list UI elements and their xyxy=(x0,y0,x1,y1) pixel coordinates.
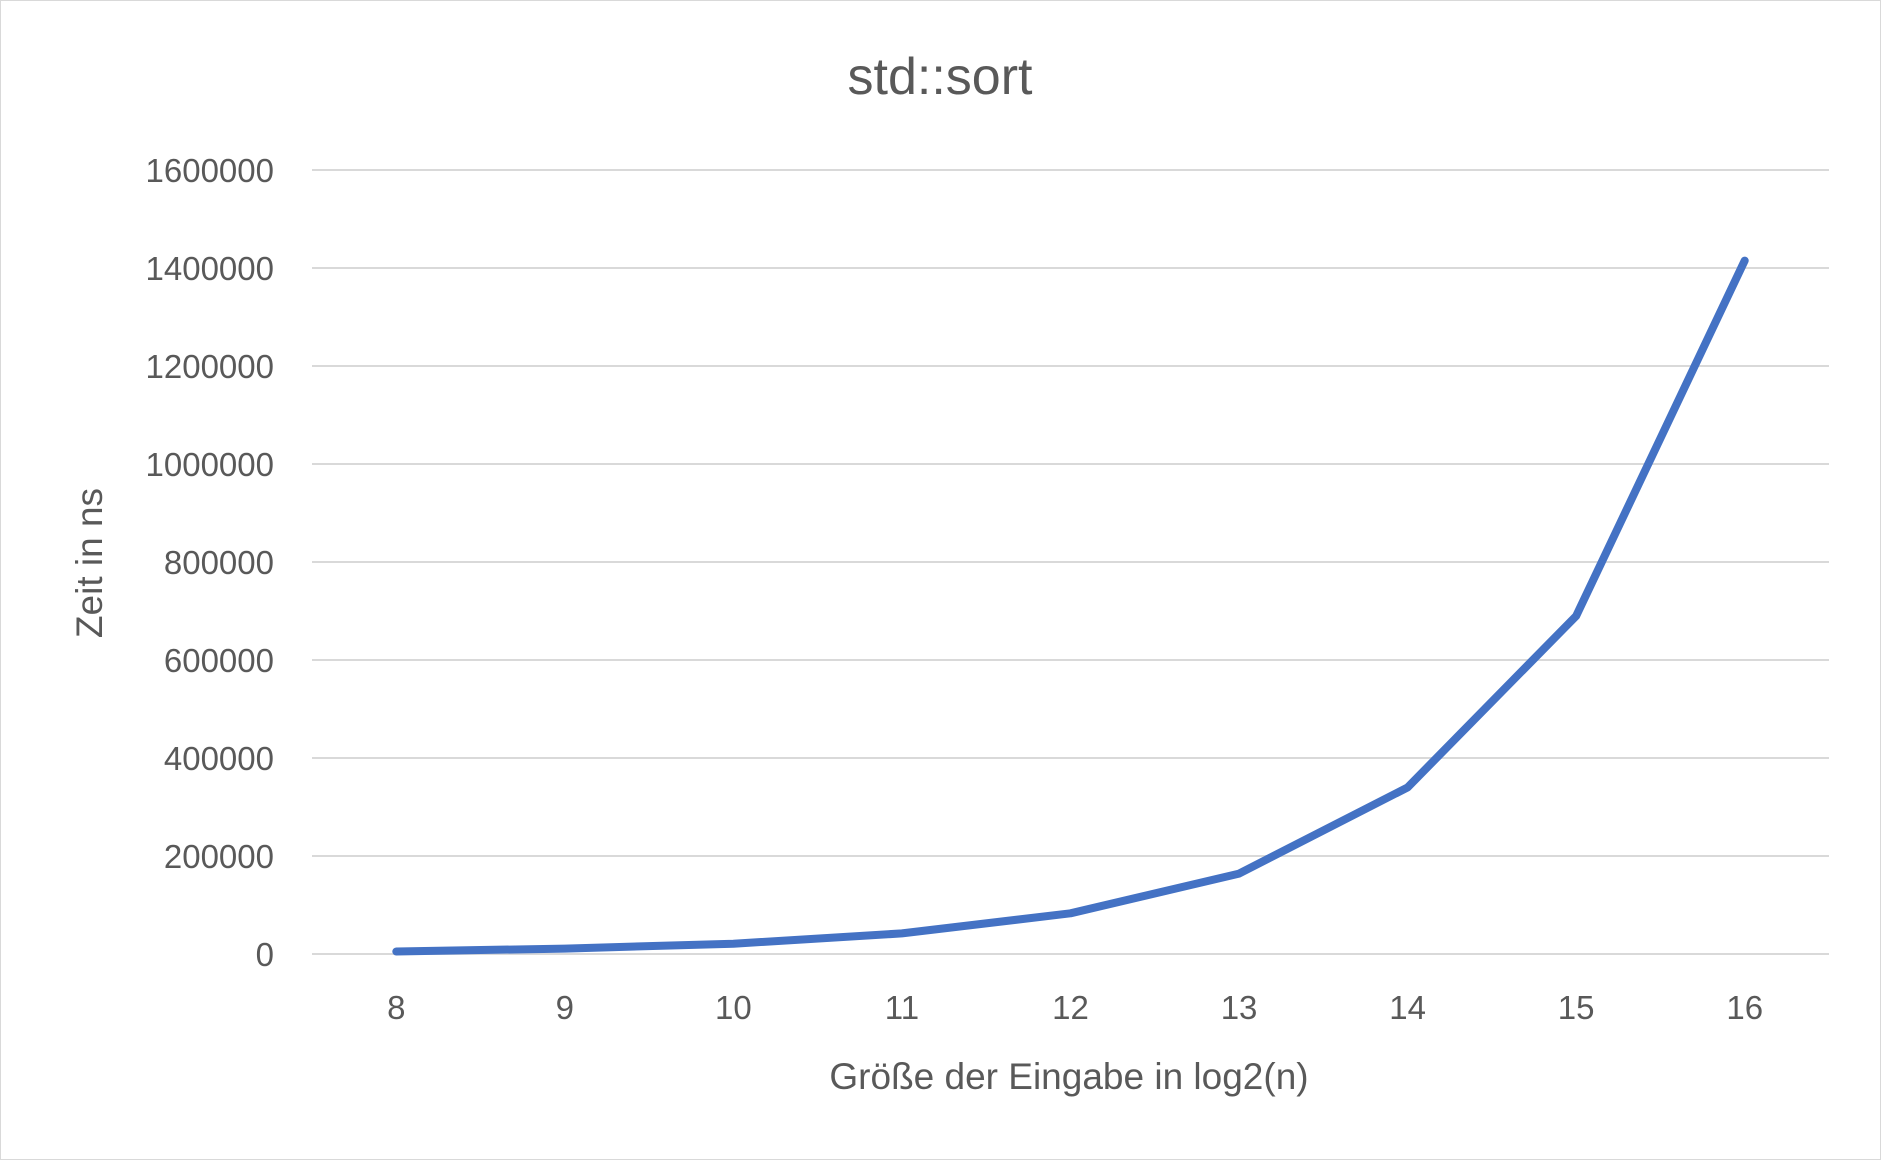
x-tick-label: 16 xyxy=(1726,989,1763,1026)
y-tick-label: 1000000 xyxy=(146,446,274,483)
x-axis-ticks: 8 9 10 11 12 13 14 15 16 xyxy=(387,989,1763,1026)
y-axis-ticks: 0 200000 400000 600000 800000 1000000 1200000 1… xyxy=(146,152,274,973)
chart-title: std::sort xyxy=(848,48,1033,106)
y-tick-label: 400000 xyxy=(164,740,274,777)
data-point xyxy=(396,951,397,952)
data-point xyxy=(1407,787,1408,788)
x-tick-label: 9 xyxy=(556,989,574,1026)
y-tick-label: 1400000 xyxy=(146,250,274,287)
x-tick-label: 11 xyxy=(885,989,919,1026)
x-tick-label: 12 xyxy=(1052,989,1089,1026)
y-tick-label: 800000 xyxy=(164,544,274,581)
x-tick-label: 15 xyxy=(1558,989,1595,1026)
x-tick-label: 8 xyxy=(387,989,405,1026)
y-axis-title: Zeit in ns xyxy=(69,488,110,638)
gridlines xyxy=(312,169,1829,955)
x-tick-label: 14 xyxy=(1389,989,1426,1026)
series-layer xyxy=(392,256,1749,956)
x-tick-label: 13 xyxy=(1221,989,1258,1026)
y-tick-label: 0 xyxy=(256,936,274,973)
data-point xyxy=(1744,260,1745,261)
x-tick-label: 10 xyxy=(715,989,752,1026)
y-tick-label: 1200000 xyxy=(146,348,274,385)
series-line xyxy=(392,256,1749,956)
data-point xyxy=(733,943,734,944)
y-tick-label: 200000 xyxy=(164,838,274,875)
x-axis-title: Größe der Eingabe in log2(n) xyxy=(829,1056,1308,1097)
data-point xyxy=(1070,913,1071,914)
y-tick-label: 1600000 xyxy=(146,152,274,189)
data-point xyxy=(564,948,565,949)
data-point xyxy=(901,933,902,934)
data-point xyxy=(1239,873,1240,874)
data-point xyxy=(1576,615,1577,616)
y-tick-label: 600000 xyxy=(164,642,274,679)
